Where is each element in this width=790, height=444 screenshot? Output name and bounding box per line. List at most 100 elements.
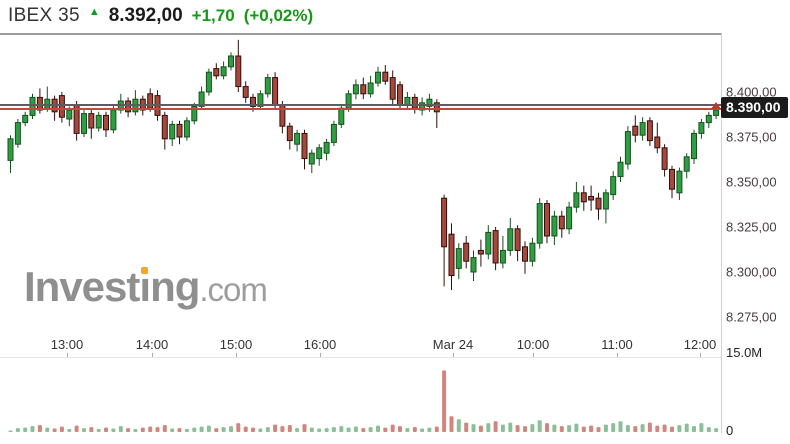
candle-body (676, 170, 683, 194)
candle-body (213, 68, 220, 77)
volume-bar (508, 422, 513, 432)
volume-bar (52, 428, 57, 432)
candle-body (522, 246, 528, 262)
volume-bar (456, 419, 461, 432)
volume-bar (155, 427, 160, 432)
volume-bar (493, 421, 498, 432)
volume-bar (8, 430, 13, 432)
volume-bar (82, 428, 86, 432)
candle-body (514, 228, 521, 251)
volume-bar (412, 427, 417, 432)
candle-body (95, 114, 102, 129)
price-axis-label: 8.400,00 (726, 84, 777, 100)
volume-bar (368, 427, 373, 432)
volume-bar (331, 427, 336, 432)
volume-bar (236, 423, 241, 432)
time-axis-label: Mar 24 (432, 337, 474, 352)
volume-bar (596, 427, 601, 432)
time-axis-tick (453, 353, 454, 357)
volume-bar (280, 426, 285, 432)
volume-bar (361, 428, 366, 432)
price-axis-label: 8.375,00 (726, 129, 777, 145)
candle-body (705, 114, 712, 124)
candle-body (617, 161, 624, 178)
volume-axis-max-label: 15.0M (726, 345, 763, 360)
volume-bar (133, 429, 138, 432)
volume-bar (251, 427, 255, 432)
volume-bar (243, 426, 248, 432)
candle-body (235, 55, 242, 88)
candle-body (176, 123, 183, 138)
candle-body (286, 125, 293, 142)
volume-bar (567, 425, 572, 432)
volume-bar (574, 423, 579, 432)
candle-body (669, 168, 675, 190)
volume-bar (545, 423, 549, 432)
candle-body (441, 197, 448, 248)
candle-body (654, 136, 661, 149)
volume-bar (449, 416, 454, 432)
candle-body (14, 122, 21, 145)
volume-bar (346, 427, 351, 432)
volume-bar (273, 424, 278, 432)
candle-body (66, 109, 73, 120)
candle-body (485, 231, 492, 255)
candle-body (103, 114, 109, 131)
time-axis-label: 11:00 (601, 337, 633, 352)
volume-bar (214, 428, 219, 432)
price-axis-separator (721, 33, 722, 433)
previous-close-line (0, 104, 721, 106)
candle-body (7, 138, 14, 161)
candle-body (632, 125, 639, 136)
volume-bar (677, 425, 682, 432)
volume-bar (59, 426, 64, 432)
volume-bar (177, 428, 182, 432)
volume-bar (500, 424, 505, 432)
candle-body (125, 100, 132, 113)
chart-top-border (0, 33, 721, 35)
candle-body (426, 98, 433, 107)
volume-bar (670, 426, 674, 432)
volume-axis-min-label: 0 (726, 423, 734, 438)
candle-body (338, 107, 345, 125)
candle-body (29, 96, 36, 116)
volume-bar (714, 428, 719, 432)
volume-bar (140, 427, 145, 432)
candle-body (397, 84, 403, 106)
volume-bar (486, 423, 491, 432)
candle-body (536, 203, 543, 244)
candle-body (683, 156, 690, 172)
watermark-post: ng (150, 263, 200, 310)
candle-body (316, 147, 323, 160)
candle-body (433, 102, 440, 113)
candle-body (191, 105, 198, 122)
price-axis-label: 8.300,00 (726, 264, 777, 280)
candle-body (352, 84, 359, 95)
time-axis-tick (152, 353, 153, 357)
candle-body (558, 215, 565, 230)
candle-body (272, 77, 279, 106)
symbol-name: IBEX 35 (8, 5, 80, 26)
last-price-badge: 8.390,00 (721, 97, 788, 118)
volume-bar (618, 421, 623, 432)
candle-body (81, 113, 87, 134)
candle-body (220, 66, 227, 77)
volume-pane-separator (0, 357, 721, 358)
candle-body (602, 192, 609, 210)
candle-body (58, 95, 65, 118)
candle-body (588, 195, 595, 201)
candle-body (544, 203, 550, 237)
candle-body (624, 131, 631, 165)
candle-body (661, 147, 668, 170)
volume-bar (192, 427, 197, 432)
time-axis-tick (67, 353, 68, 357)
volume-bar (295, 428, 300, 432)
candle-body (110, 109, 117, 131)
time-axis-label: 10:00 (516, 337, 550, 352)
volume-bar (111, 428, 116, 432)
time-axis-tick (617, 353, 618, 357)
candle-body (573, 192, 580, 208)
volume-bar (515, 425, 520, 432)
candle-body (455, 248, 462, 269)
